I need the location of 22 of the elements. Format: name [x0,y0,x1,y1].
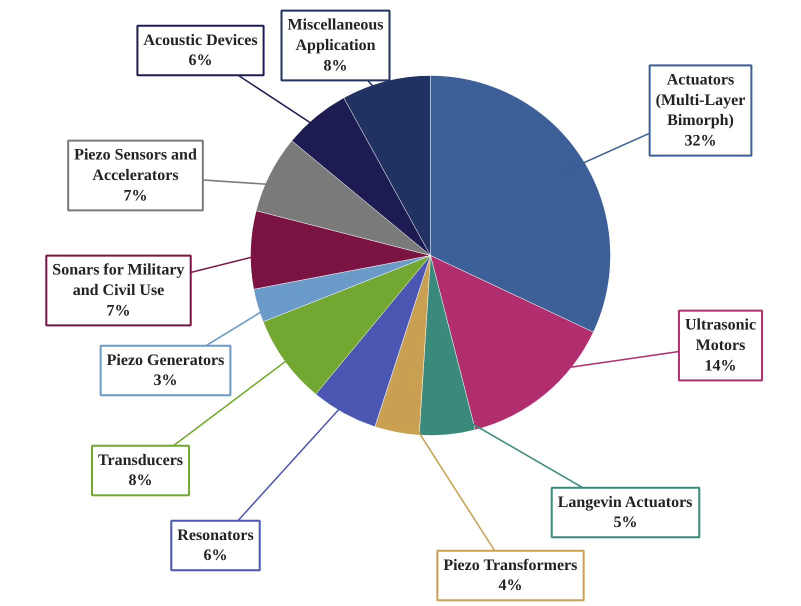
data-label: 5% [614,514,638,532]
slice-label: Acoustic Devices [143,32,258,49]
slice-label: Actuators (Multi-Layer Bimorph) [656,71,746,130]
data-label: 3% [154,372,178,390]
data-label: 7% [124,187,148,204]
slice-label: Sonars for Military and Civil Use [52,262,184,299]
slice-label: Langevin Actuators [558,494,692,511]
data-label: 6% [204,547,228,564]
data-label: 8% [324,57,348,74]
slice-label: Miscellaneous Application [288,16,384,54]
data-label: 6% [188,52,212,70]
slice-label: Piezo Generators [106,352,224,369]
slice-label: Piezo Sensors and Accelerators [74,146,197,184]
slice-label: Transducers [98,452,184,469]
data-label: 8% [128,472,152,490]
data-label: 14% [704,357,736,374]
data-label: 32% [684,132,716,150]
slice-label: Piezo Transformers [443,556,578,574]
data-label: 7% [106,302,130,320]
slice-label: Resonators [177,526,254,544]
data-label: 4% [498,577,522,594]
slice-label: Ultrasonic Motors [684,316,756,354]
